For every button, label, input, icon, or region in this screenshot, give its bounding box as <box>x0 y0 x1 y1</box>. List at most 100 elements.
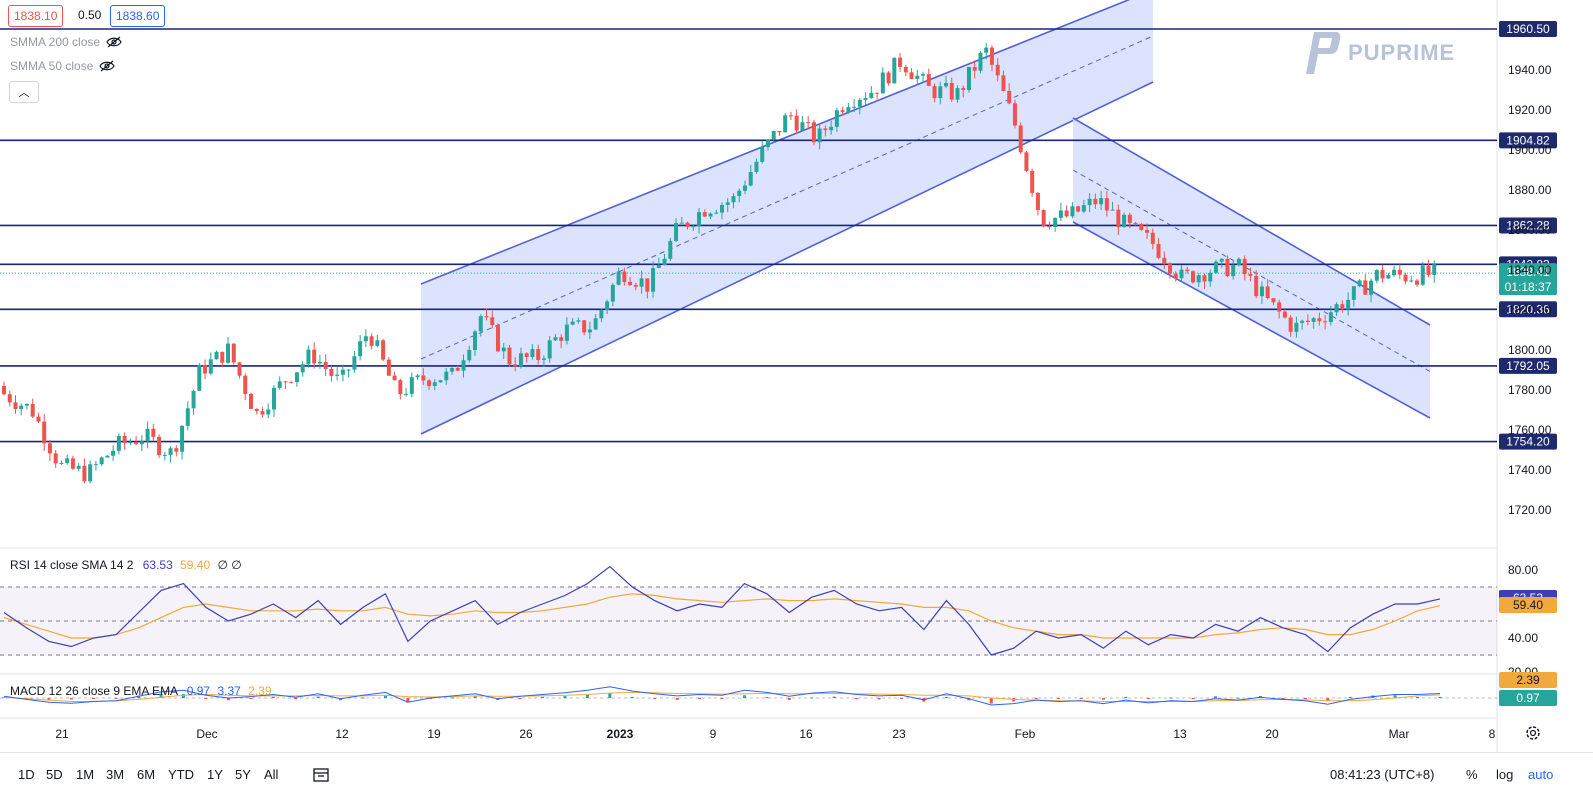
candle-body <box>731 196 736 203</box>
macd-histogram-bar <box>720 698 724 699</box>
candle-body <box>1110 209 1115 211</box>
hidden-eye-icon[interactable] <box>106 36 122 48</box>
candle-body <box>886 72 891 84</box>
candle-body <box>834 110 839 127</box>
macd-histogram-bar <box>585 694 589 698</box>
rsi-value-label: 59.40 <box>1513 598 1543 612</box>
auto-toggle[interactable]: auto <box>1528 767 1554 782</box>
macd-histogram-bar <box>518 698 522 699</box>
candle-body <box>122 435 127 444</box>
logo-icon <box>1306 32 1341 74</box>
percent-toggle[interactable]: % <box>1466 767 1478 782</box>
candle-body <box>1328 312 1333 323</box>
collapse-legend-button[interactable]: ︿ <box>9 81 39 103</box>
chart-canvas[interactable]: 1960.501904.821862.281842.831820.361792.… <box>0 0 1593 752</box>
candle-body <box>1351 286 1356 300</box>
candle-body <box>651 268 656 292</box>
rsi-legend[interactable]: RSI 14 close SMA 14 2 63.53 59.40 ∅ ∅ <box>10 558 242 572</box>
tf-5y-button[interactable]: 5Y <box>235 767 251 782</box>
bid-price[interactable]: 1838.10 <box>8 5 64 27</box>
macd-legend[interactable]: MACD 12 26 close 9 EMA EMA 0.97 3.37 2.3… <box>10 684 272 698</box>
candle-body <box>335 374 340 376</box>
macd-histogram-bar <box>1416 696 1420 698</box>
tf-all-button[interactable]: All <box>264 767 279 782</box>
tf-5d-button[interactable]: 5D <box>46 767 63 782</box>
indicator-smma50[interactable]: SMMA 50 close <box>10 59 116 73</box>
tf-ytd-button[interactable]: YTD <box>168 767 194 782</box>
candle-body <box>369 336 374 346</box>
tf-1y-button[interactable]: 1Y <box>207 767 223 782</box>
candle-body <box>317 361 322 364</box>
macd-histogram-bar <box>900 698 903 699</box>
macd-histogram-bar <box>249 698 253 699</box>
candle-body <box>162 454 167 456</box>
macd-histogram-bar <box>316 696 320 698</box>
candle-body <box>1259 286 1264 297</box>
time-tick-label: Feb <box>1015 727 1036 741</box>
tf-1m-button[interactable]: 1M <box>76 767 95 782</box>
indicator-smma200[interactable]: SMMA 200 close <box>10 35 122 49</box>
hidden-eye-icon[interactable] <box>99 60 116 72</box>
candle-body <box>1064 210 1069 217</box>
macd-histogram-bar <box>383 695 387 698</box>
level-price-tag <box>1499 433 1557 450</box>
macd-histogram-bar <box>787 698 791 700</box>
candle-body <box>875 92 880 94</box>
clock-display[interactable]: 08:41:23 (UTC+8) <box>1330 767 1435 782</box>
candle-body <box>1426 265 1431 275</box>
candle-body <box>633 285 638 287</box>
macd-name: MACD 12 26 close 9 EMA EMA <box>10 684 178 698</box>
macd-histogram-bar <box>989 698 993 704</box>
macd-histogram-bar <box>765 697 769 699</box>
candle-body <box>375 340 380 346</box>
candle-body <box>99 457 104 465</box>
candle-body <box>921 74 926 76</box>
level-price-label: 1792.05 <box>1506 359 1550 373</box>
candle-body <box>1035 192 1040 210</box>
candle-body <box>829 126 834 131</box>
price-tick-label: 1880.00 <box>1508 183 1552 197</box>
candle-body <box>1168 264 1173 274</box>
tf-1d-button[interactable]: 1D <box>18 767 35 782</box>
log-toggle[interactable]: log <box>1496 767 1514 782</box>
candle-body <box>961 88 966 90</box>
candle-body <box>1323 321 1328 323</box>
candle-body <box>312 349 317 364</box>
macd-histogram-bar <box>1348 696 1352 698</box>
candle-body <box>478 316 483 332</box>
macd-histogram-bar <box>1303 698 1307 699</box>
candle-body <box>1409 280 1414 282</box>
macd-histogram-bar <box>159 693 163 698</box>
candle-body <box>714 212 719 214</box>
ask-price[interactable]: 1838.60 <box>110 5 166 27</box>
candle-body <box>495 325 500 352</box>
candle-body <box>450 368 455 372</box>
settings-gear-icon[interactable] <box>1526 726 1540 740</box>
tf-6m-button[interactable]: 6M <box>137 767 156 782</box>
candle-body <box>1208 272 1213 282</box>
macd-histogram-bar <box>675 698 679 700</box>
candle-body <box>846 107 851 113</box>
ascending-channel-mid <box>420 35 1154 360</box>
candle-body <box>226 343 231 363</box>
candle-body <box>748 171 753 186</box>
macd-histogram-bar <box>1281 698 1285 699</box>
candle-body <box>438 380 443 383</box>
macd-value-tag <box>1499 672 1557 688</box>
candle-body <box>1397 269 1402 275</box>
macd-histogram-bar <box>1214 696 1218 698</box>
date-range-icon[interactable] <box>312 766 330 784</box>
tf-3m-button[interactable]: 3M <box>106 767 125 782</box>
time-tick-label: Mar <box>1389 727 1410 741</box>
candle-body <box>1179 269 1184 279</box>
candle-body <box>1145 229 1150 233</box>
candle-body <box>7 394 12 403</box>
rsi-value: 63.53 <box>142 558 173 572</box>
candle-body <box>461 360 466 371</box>
macd-histogram-bar <box>406 698 410 703</box>
candle-body <box>427 380 432 386</box>
candle-body <box>42 421 47 444</box>
candle-body <box>817 128 822 143</box>
candle-body <box>622 271 627 282</box>
candle-body <box>208 359 213 374</box>
